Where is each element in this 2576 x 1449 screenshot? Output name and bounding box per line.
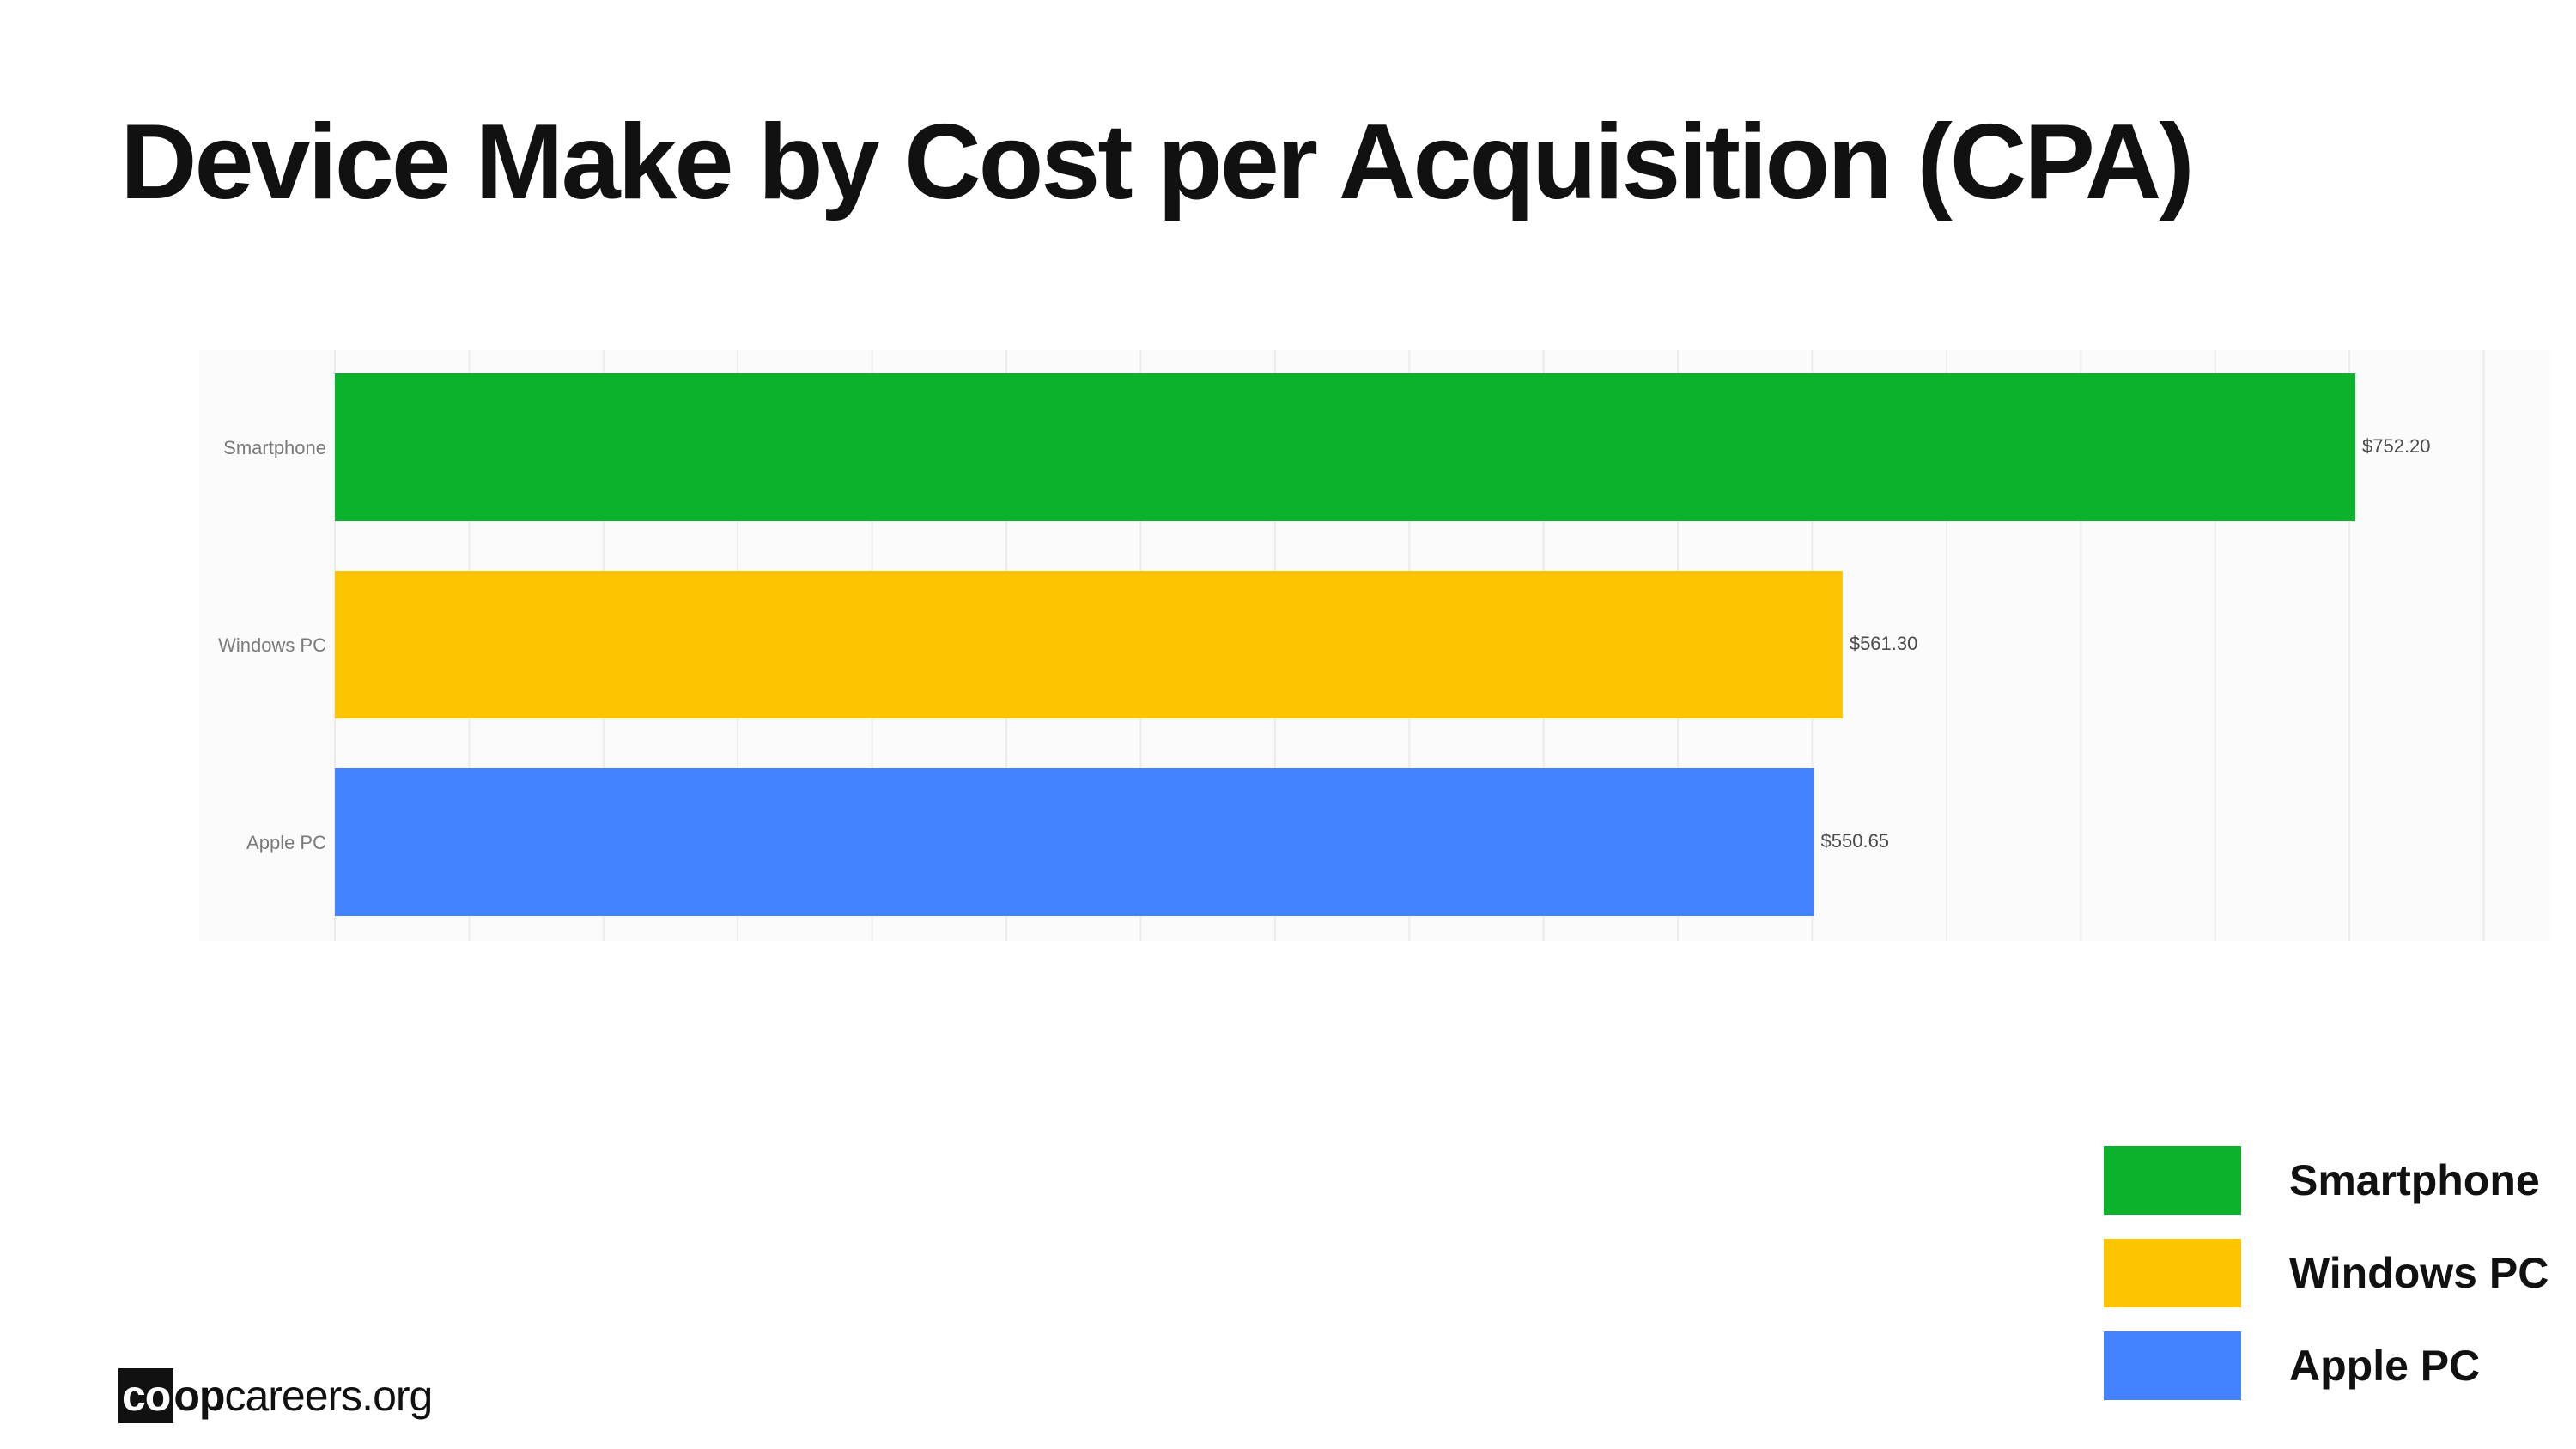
legend-swatch [2104,1146,2241,1215]
value-label: $752.20 [2362,435,2431,457]
bar-windows-pc [335,571,1843,718]
brand-logo-box: co [118,1368,174,1423]
brand-logo: co op careers.org [118,1368,433,1423]
legend: Smartphone Windows PC Apple PC [2104,1146,2549,1424]
value-label: $550.65 [1821,830,1890,852]
category-label: Smartphone [223,437,326,458]
value-label: $561.30 [1850,633,1918,654]
legend-label: Smartphone [2289,1156,2540,1204]
legend-swatch [2104,1239,2241,1307]
brand-logo-bold: op [173,1372,225,1420]
legend-item: Windows PC [2104,1239,2549,1307]
category-label: Windows PC [218,634,326,656]
legend-swatch [2104,1331,2241,1400]
bars: Smartphone $752.20 Windows PC $561.30 Apple … [218,373,2431,916]
chart-title: Device Make by Cost per Acquisition (CPA… [120,103,2195,221]
legend-item: Apple PC [2104,1331,2549,1400]
legend-label: Apple PC [2289,1342,2481,1390]
category-label: Apple PC [246,832,326,853]
bar-smartphone [335,373,2355,521]
bar-apple-pc [335,768,1814,916]
brand-logo-text: careers.org [224,1372,433,1420]
legend-label: Windows PC [2289,1249,2549,1297]
legend-item: Smartphone [2104,1146,2549,1215]
